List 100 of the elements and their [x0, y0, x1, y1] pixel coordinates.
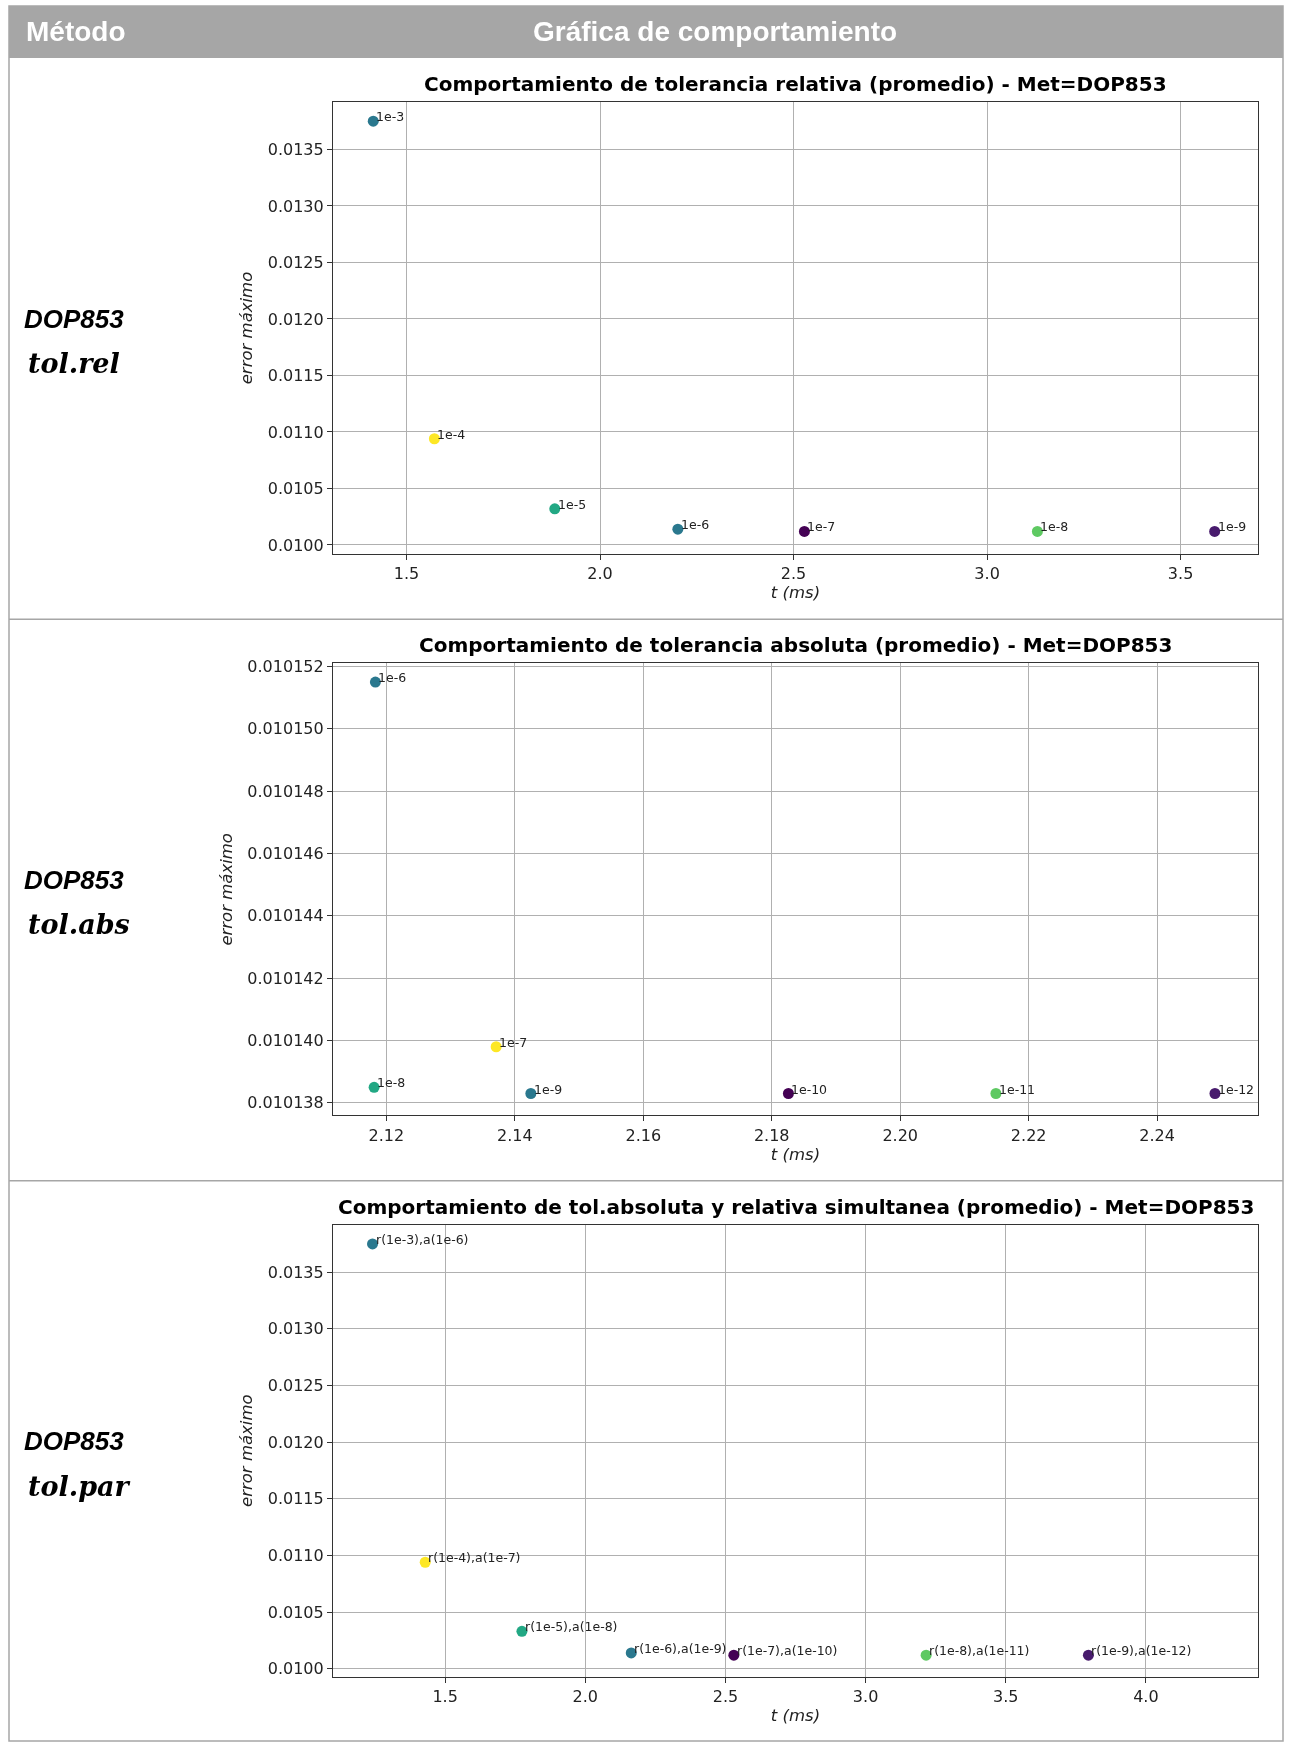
point — [782, 1088, 794, 1100]
y-tick-label: 0.0130 — [267, 1319, 324, 1339]
y-tick-label: 0.0105 — [267, 479, 324, 499]
point — [428, 433, 440, 445]
point — [672, 523, 684, 535]
x-tick-label: 3.0 — [974, 564, 1000, 584]
annotation: 1e-3 — [376, 109, 405, 124]
annotation: 1e-9 — [534, 1082, 563, 1097]
y-tick-label: 0.010138 — [247, 1093, 324, 1113]
text: tol.rel — [28, 348, 120, 379]
annotation: 1e-10 — [791, 1082, 828, 1097]
x-tick-label: 1.5 — [432, 1686, 458, 1706]
annotation: r(1e-4),a(1e-7) — [428, 1550, 521, 1565]
chart-title: Comportamiento de tolerancia absoluta (promedio) - Met=DOP853 — [419, 633, 1173, 657]
chart-title: Comportamiento de tolerancia relativa (promedio) - Met=DOP853 — [424, 72, 1167, 96]
x-tick-label: 2.22 — [1010, 1125, 1047, 1145]
y-tick-label: 0.0105 — [267, 1602, 324, 1622]
point — [516, 1625, 528, 1637]
x-tick-label: 2.0 — [572, 1686, 598, 1706]
text: DOP853 — [24, 1426, 125, 1456]
text: tol.par — [28, 1471, 131, 1502]
y-tick-label: 0.010142 — [247, 968, 324, 988]
annotation: r(1e-6),a(1e-9) — [634, 1641, 727, 1656]
point — [419, 1556, 431, 1568]
y-tick-label: 0.010148 — [247, 781, 324, 801]
annotation: r(1e-5),a(1e-8) — [525, 1619, 618, 1634]
point — [525, 1088, 537, 1100]
y-tick-label: 0.0135 — [267, 1262, 324, 1282]
x-tick-label: 2.24 — [1139, 1125, 1175, 1145]
x-tick-label: 2.5 — [712, 1686, 739, 1706]
y-tick-label: 0.0120 — [267, 1432, 324, 1452]
annotation: r(1e-7),a(1e-10) — [737, 1643, 838, 1658]
point — [728, 1649, 740, 1661]
x-tick-label: 2.18 — [753, 1125, 790, 1145]
point — [367, 115, 379, 127]
annotation: 1e-11 — [999, 1082, 1036, 1097]
annotation: 1e-12 — [1218, 1082, 1255, 1097]
y-axis-title: error máximo — [237, 271, 257, 385]
point — [990, 1088, 1002, 1100]
point — [368, 1081, 380, 1093]
point — [1209, 1088, 1221, 1100]
y-tick-label: 0.010152 — [247, 657, 324, 677]
x-axis-title: t (ms) — [770, 1144, 821, 1164]
point — [798, 525, 810, 537]
y-tick-label: 0.010150 — [247, 719, 324, 739]
annotation: r(1e-3),a(1e-6) — [376, 1232, 469, 1247]
annotation: 1e-9 — [1218, 519, 1247, 534]
x-tick-label: 2.14 — [496, 1125, 533, 1145]
annotation: 1e-8 — [1040, 519, 1069, 534]
y-tick-label: 0.0115 — [267, 1489, 324, 1509]
annotation: 1e-8 — [377, 1075, 406, 1090]
annotation: r(1e-8),a(1e-11) — [929, 1643, 1030, 1658]
point — [920, 1649, 932, 1661]
point — [1082, 1649, 1094, 1661]
y-tick-label: 0.0135 — [267, 140, 324, 160]
x-tick-label: 2.0 — [587, 564, 613, 584]
annotation: 1e-4 — [437, 427, 466, 442]
x-axis-title: t (ms) — [770, 583, 821, 603]
text: DOP853 — [24, 865, 125, 895]
x-tick-label: 4.0 — [1133, 1686, 1159, 1706]
x-axis-title: t (ms) — [770, 1706, 821, 1726]
x-tick-label: 3.0 — [852, 1686, 879, 1706]
y-tick-label: 0.0100 — [267, 535, 324, 555]
annotation: 1e-7 — [807, 519, 836, 534]
point — [1031, 525, 1043, 537]
y-tick-label: 0.010146 — [247, 844, 324, 864]
y-axis-title: error máximo — [237, 1394, 257, 1507]
annotation: 1e-7 — [499, 1035, 528, 1050]
point — [549, 503, 561, 515]
y-tick-label: 0.0110 — [267, 1546, 324, 1566]
x-tick-label: 3.5 — [993, 1686, 1019, 1706]
y-tick-label: 0.0110 — [267, 422, 324, 442]
point — [367, 1238, 379, 1250]
chart-title: Comportamiento de tol.absoluta y relativa simultanea (promedio) - Met=DOP853 — [338, 1195, 1255, 1219]
point — [1209, 525, 1221, 537]
annotation: 1e-6 — [681, 517, 710, 532]
x-tick-label: 2.12 — [368, 1125, 405, 1145]
annotation: r(1e-9),a(1e-12) — [1091, 1643, 1192, 1658]
y-tick-label: 0.0115 — [267, 366, 324, 386]
x-tick-label: 2.16 — [625, 1125, 662, 1145]
y-tick-label: 0.0100 — [267, 1659, 324, 1679]
y-tick-label: 0.0120 — [267, 309, 324, 329]
y-tick-label: 0.0125 — [267, 253, 324, 273]
text: Gráfica de comportamiento — [533, 16, 898, 47]
point — [369, 676, 381, 688]
y-tick-label: 0.010140 — [247, 1031, 324, 1051]
text: DOP853 — [24, 304, 125, 334]
y-tick-label: 0.0130 — [267, 196, 324, 216]
y-tick-label: 0.010144 — [247, 906, 324, 926]
y-axis-title: error máximo — [217, 833, 237, 946]
point — [490, 1041, 502, 1053]
text: Método — [26, 16, 126, 47]
point — [625, 1647, 637, 1659]
text: tol.abs — [28, 909, 130, 940]
x-tick-label: 3.5 — [1167, 564, 1194, 584]
y-tick-label: 0.0125 — [267, 1376, 324, 1396]
x-tick-label: 1.5 — [393, 564, 420, 584]
annotation: 1e-5 — [558, 497, 587, 512]
x-tick-label: 2.5 — [780, 564, 807, 584]
annotation: 1e-6 — [378, 670, 407, 685]
